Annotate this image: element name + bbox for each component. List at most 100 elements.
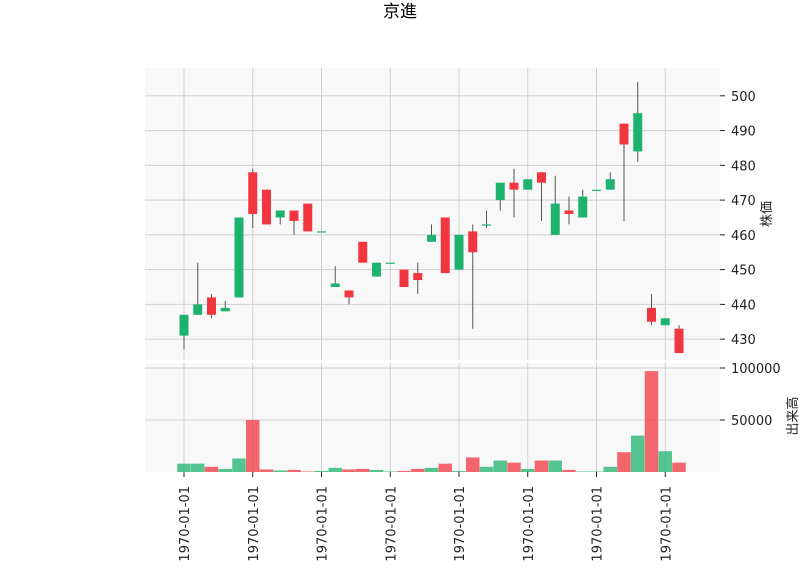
candle-body bbox=[358, 241, 368, 263]
volume-bar bbox=[218, 468, 232, 472]
candle-body bbox=[523, 179, 533, 190]
candle-body bbox=[413, 273, 423, 281]
x-tick-label: 1970-01-01 bbox=[522, 486, 537, 562]
x-tick-label: 1970-01-01 bbox=[178, 486, 193, 562]
price-tick-label: 460 bbox=[731, 229, 756, 244]
candle-body bbox=[633, 113, 643, 152]
candle-body bbox=[468, 231, 478, 253]
volume-bar bbox=[191, 463, 205, 472]
volume-bar bbox=[342, 469, 356, 472]
candle-body bbox=[385, 262, 395, 264]
candle-body bbox=[427, 234, 436, 242]
volume-bar bbox=[232, 458, 246, 472]
candle-body bbox=[179, 314, 189, 336]
volume-bar bbox=[356, 468, 370, 472]
candle-body bbox=[220, 307, 230, 312]
volume-bar bbox=[521, 468, 535, 472]
candle-body bbox=[372, 262, 381, 277]
volume-bar bbox=[383, 471, 397, 472]
candle-body bbox=[248, 172, 258, 214]
volume-bar bbox=[259, 469, 274, 472]
x-tick-label: 1970-01-01 bbox=[247, 486, 262, 562]
volume-bar bbox=[631, 435, 645, 472]
candle-body bbox=[289, 210, 299, 221]
volume-bar bbox=[617, 452, 631, 472]
volume-bar bbox=[287, 469, 301, 472]
candle-body bbox=[564, 210, 574, 214]
candle-body bbox=[193, 304, 203, 315]
volume-bar bbox=[466, 457, 480, 472]
price-tick-label: 490 bbox=[731, 125, 756, 140]
volume-bar bbox=[507, 462, 521, 472]
candle-body bbox=[509, 182, 519, 190]
volume-bar bbox=[479, 466, 494, 472]
x-tick-label: 1970-01-01 bbox=[453, 486, 468, 562]
y-tick-labels: 430 440 450 460 470 480 490 500 50000 100000 bbox=[720, 90, 781, 429]
x-tick-label: 1970-01-01 bbox=[659, 486, 674, 562]
candle-body bbox=[647, 307, 656, 322]
x-tick-label: 1970-01-01 bbox=[591, 486, 606, 562]
candle-body bbox=[495, 182, 505, 201]
volume-bar bbox=[246, 420, 260, 472]
volume-bar bbox=[328, 467, 342, 472]
volume-bar bbox=[589, 471, 604, 472]
x-tick-label: 1970-01-01 bbox=[316, 486, 331, 562]
price-tick-label: 470 bbox=[731, 194, 756, 209]
volume-bar bbox=[369, 469, 384, 472]
candle-body bbox=[303, 203, 313, 232]
price-tick-label: 440 bbox=[731, 298, 756, 313]
volume-bar bbox=[672, 462, 686, 472]
candle-body bbox=[262, 189, 271, 225]
candle-body bbox=[275, 210, 285, 218]
volume-bar bbox=[548, 460, 562, 472]
candle-body bbox=[234, 217, 244, 298]
volume-bar bbox=[177, 463, 191, 472]
volume-bar bbox=[658, 451, 672, 472]
volume-bar bbox=[493, 460, 507, 472]
volume-tick-label: 100000 bbox=[731, 362, 781, 377]
candle-body bbox=[330, 283, 340, 287]
price-panel bbox=[145, 68, 720, 360]
candle-body bbox=[674, 328, 684, 354]
volume-bar bbox=[644, 371, 659, 472]
volume-bar bbox=[534, 460, 549, 472]
price-tick-label: 500 bbox=[731, 90, 756, 105]
volume-tick-label: 50000 bbox=[731, 414, 772, 429]
volume-bar bbox=[603, 466, 617, 472]
price-axis-label: 株価 bbox=[760, 201, 775, 227]
price-tick-label: 430 bbox=[731, 333, 756, 348]
candle-body bbox=[454, 234, 464, 270]
volume-bars bbox=[177, 371, 686, 472]
volume-bar bbox=[314, 470, 329, 472]
volume-bar bbox=[424, 467, 439, 472]
volume-bar bbox=[204, 466, 219, 472]
candle-body bbox=[440, 217, 450, 274]
volume-bar bbox=[438, 463, 452, 472]
candle-body bbox=[344, 290, 354, 298]
candle-body bbox=[399, 269, 409, 287]
candle-body bbox=[578, 196, 588, 218]
x-tick-label: 1970-01-01 bbox=[384, 486, 399, 562]
volume-axis-label: 出来高 bbox=[785, 396, 800, 435]
candle-body bbox=[317, 231, 326, 233]
candle-body bbox=[619, 123, 629, 145]
volume-bar bbox=[273, 470, 287, 472]
x-tick-labels: 1970-01-01 1970-01-01 1970-01-01 1970-01-01… bbox=[178, 472, 674, 562]
volume-bar bbox=[411, 468, 425, 472]
candle-body bbox=[660, 318, 670, 326]
candle-body bbox=[592, 189, 601, 191]
volume-bar bbox=[452, 470, 466, 472]
chart-title: 京進 bbox=[383, 2, 417, 22]
volume-bar bbox=[397, 470, 411, 472]
price-tick-label: 480 bbox=[731, 159, 756, 174]
volume-bar bbox=[562, 469, 576, 472]
candle-body bbox=[537, 172, 546, 183]
candle-body bbox=[482, 224, 491, 226]
volume-bar bbox=[576, 471, 590, 472]
price-tick-label: 450 bbox=[731, 264, 756, 279]
candle-body bbox=[207, 297, 216, 315]
candlesticks bbox=[179, 81, 684, 354]
candle-body bbox=[605, 179, 615, 190]
volume-bar bbox=[301, 471, 315, 472]
